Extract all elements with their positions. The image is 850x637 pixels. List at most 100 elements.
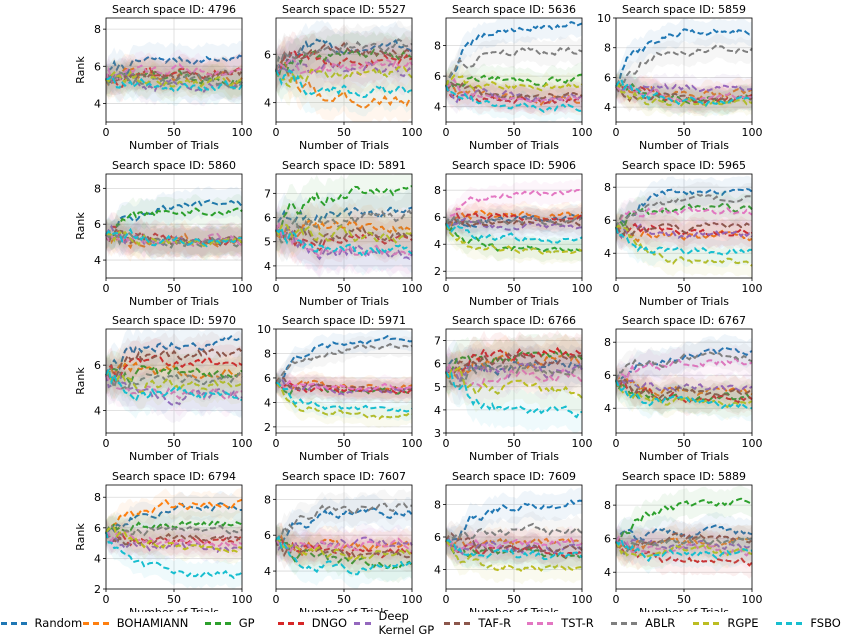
band-random: [446, 18, 582, 99]
legend-swatch: [693, 621, 720, 625]
x-tick-label: 0: [103, 437, 110, 450]
series-line-ablr: [445, 522, 583, 545]
band-gp: [276, 373, 412, 405]
x-tick-label: 0: [443, 282, 450, 295]
series-line-gp: [105, 207, 243, 237]
band-deep-kernel-gp: [106, 212, 242, 260]
band-random: [106, 490, 242, 546]
subplot-title: Search space ID: 6767: [622, 314, 746, 327]
series-line-random: [445, 499, 583, 546]
x-tick-label: 50: [167, 437, 181, 450]
subplot-title: Search space ID: 5965: [622, 159, 746, 172]
subplot-6: 0 50 100 4 5 6 7 Search space ID: 5891 Number of…: [264, 159, 423, 308]
x-tick-label: 0: [273, 282, 280, 295]
series-line-taf-r: [445, 81, 583, 101]
band-fsbo: [106, 215, 242, 261]
y-tick-label: 6: [604, 533, 611, 546]
legend-item-deep-kernel-gp: Deep Kernel GP: [353, 609, 437, 637]
legend-label: FSBO: [810, 616, 841, 630]
band-dngo: [106, 51, 242, 102]
legend-swatch: [277, 621, 304, 625]
series-line-ablr: [615, 535, 753, 556]
series-line-rgpe: [445, 540, 583, 573]
x-tick-label: 0: [613, 282, 620, 295]
y-tick-label: 7: [264, 187, 271, 200]
series-line-dngo: [105, 354, 243, 379]
y-tick-label: 7: [434, 335, 441, 348]
series-line-bohamiann: [275, 57, 413, 110]
x-tick-label: 50: [677, 126, 691, 139]
series-line-rgpe: [275, 382, 413, 420]
series-line-rgpe: [275, 537, 413, 561]
y-tick-label: 8: [434, 499, 441, 512]
series-line-dngo: [275, 536, 412, 559]
series-line-fsbo: [105, 366, 243, 403]
series-line-tst-r: [105, 374, 243, 401]
y-tick-label: 6: [94, 60, 101, 73]
x-tick-label: 0: [103, 593, 110, 606]
subplot-title: Search space ID: 5971: [282, 314, 406, 327]
series-line-gp: [105, 364, 243, 386]
legend-item-tst-r: TST-R: [519, 612, 602, 634]
series-line-bohamiann: [445, 535, 583, 549]
legend-swatch: [204, 621, 231, 625]
series-line-deep-kernel-gp: [275, 225, 413, 261]
x-tick-label: 0: [613, 437, 620, 450]
x-tick-label: 100: [572, 282, 593, 295]
series-line-tst-r: [105, 530, 243, 548]
subplot-9: 0 50 100 4 6 Search space ID: 5970 Number of T…: [74, 314, 253, 463]
series-line-fsbo: [445, 539, 583, 561]
x-tick-label: 100: [402, 126, 423, 139]
band-random: [276, 494, 412, 560]
y-tick-label: 6: [434, 70, 441, 83]
band-deep-kernel-gp: [446, 525, 582, 567]
series-line-fsbo: [445, 223, 583, 244]
series-line-fsbo: [105, 227, 243, 248]
band-dngo: [616, 71, 752, 117]
y-tick-label: 4: [264, 565, 271, 578]
subplot-title: Search space ID: 5906: [452, 159, 576, 172]
series-line-taf-r: [275, 41, 413, 72]
y-tick-label: 8: [604, 181, 611, 194]
band-tst-r: [616, 345, 752, 394]
series-line-fsbo: [105, 74, 243, 92]
band-rgpe: [446, 63, 582, 103]
x-axis-label: Number of Trials: [129, 295, 219, 308]
subplot-2: 0 50 100 4 6 Search space ID: 5527 Number of T…: [264, 3, 423, 152]
series-line-dngo: [445, 540, 583, 559]
band-dngo: [276, 522, 412, 572]
series-line-random: [275, 334, 413, 385]
y-tick-label: 3: [434, 427, 441, 440]
x-axis-label: Number of Trials: [469, 450, 559, 463]
legend-label: TAF-R: [478, 616, 512, 630]
x-axis-label: Number of Trials: [639, 450, 729, 463]
band-gp: [616, 190, 752, 242]
y-tick-label: 10: [257, 323, 271, 336]
x-axis-label: Number of Trials: [469, 139, 559, 152]
band-fsbo: [106, 351, 242, 419]
x-axis-label: Number of Trials: [469, 295, 559, 308]
series-line-ablr: [275, 502, 413, 541]
band-rgpe: [616, 367, 752, 421]
x-axis-label: Number of Trials: [129, 450, 219, 463]
series-line-gp: [445, 73, 583, 90]
subplot-title: Search space ID: 6794: [112, 470, 236, 483]
series-line-tst-r: [615, 357, 753, 382]
y-tick-label: 4: [434, 101, 441, 114]
series-line-ablr: [445, 46, 583, 87]
band-random: [276, 329, 412, 393]
band-gp: [446, 332, 582, 395]
y-tick-label: 4: [94, 552, 101, 565]
series-line-fsbo: [275, 225, 413, 259]
series-line-ablr: [615, 44, 753, 87]
x-tick-label: 0: [273, 593, 280, 606]
x-tick-label: 100: [742, 282, 763, 295]
series-line-dngo: [275, 49, 413, 76]
band-bohamiann: [446, 333, 582, 399]
y-tick-label: 4: [604, 566, 611, 579]
x-tick-label: 100: [572, 593, 593, 606]
x-tick-label: 50: [337, 282, 351, 295]
